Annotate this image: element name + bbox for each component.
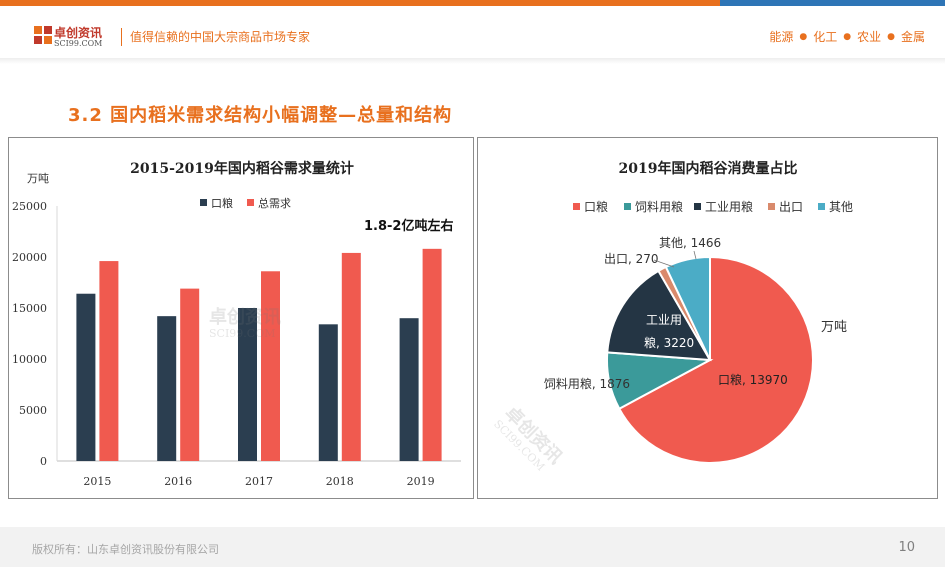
page-number: 10 xyxy=(898,540,915,555)
bar-total-2017 xyxy=(261,271,280,461)
pie-chart-panel: 2019年国内稻谷消费量占比口粮 饲料用粮 工业用粮 出口 其他口粮, 13970 饲料用… xyxy=(477,137,938,499)
legend-swatch-kouliang xyxy=(200,199,207,206)
legend-label-siliao: 饲料用粮 xyxy=(635,199,683,214)
legend-label-kouliang: 口粮 xyxy=(211,196,233,210)
chart-title: 2015-2019年国内稻谷需求量统计 xyxy=(130,160,354,177)
copyright-text: 版权所有：山东卓创资讯股份有限公司 xyxy=(32,543,219,556)
y-tick-label: 15000 xyxy=(12,302,47,315)
legend-swatch-qita xyxy=(818,203,825,210)
nav-item-metals[interactable]: 金属 xyxy=(900,30,925,44)
legend-label-total: 总需求 xyxy=(258,196,291,210)
leader-line-qita xyxy=(693,250,697,260)
x-tick-label: 2017 xyxy=(245,475,273,488)
pie-slice-gongye xyxy=(606,269,712,362)
chart-annotation: 1.8-2亿吨左右 xyxy=(364,218,453,234)
slogan: 值得信赖的中国大宗商品市场专家 xyxy=(130,30,311,44)
top-accent-bar-orange xyxy=(0,0,720,6)
legend-label-qita: 其他 xyxy=(829,200,853,214)
legend-swatch-kouliang xyxy=(573,203,580,210)
data-label-gongye-line2: 粮, 3220 xyxy=(644,335,694,350)
data-label-kouliang: 口粮, 13970 xyxy=(718,372,788,387)
bar-kouliang-2015 xyxy=(76,293,96,461)
nav-separator-dot: ● xyxy=(887,31,895,42)
bar-total-2015 xyxy=(99,261,119,461)
y-tick-label: 5000 xyxy=(19,404,47,417)
legend-label-kouliang: 口粮 xyxy=(584,199,608,214)
y-tick-label: 10000 xyxy=(12,353,47,366)
x-tick-label: 2018 xyxy=(326,475,354,488)
bar-total-2018 xyxy=(341,252,361,461)
legend-swatch-chukou xyxy=(768,203,775,210)
legend-swatch-gongye xyxy=(694,203,701,210)
chart-title: 2019年国内稻谷消费量占比 xyxy=(619,160,798,177)
unit-label: 万吨 xyxy=(821,320,847,335)
x-tick-label: 2015 xyxy=(83,475,111,488)
header-shadow xyxy=(0,58,945,64)
header: 卓创资讯 SCI99.COM 值得信赖的中国大宗商品市场专家 能源 ● 化工 ●… xyxy=(0,6,945,62)
nav-separator-dot: ● xyxy=(843,31,852,42)
leader-line-chukou xyxy=(653,259,675,268)
top-accent-bar-blue xyxy=(720,0,945,6)
data-label-siliao: 饲料用粮, 1876 xyxy=(544,376,630,391)
nav-separator-dot: ● xyxy=(799,31,808,42)
nav-item-energy[interactable]: 能源 xyxy=(769,30,794,44)
y-tick-label: 25000 xyxy=(12,200,47,213)
bar-total-2019 xyxy=(422,248,442,461)
header-divider xyxy=(121,28,122,46)
x-tick-label: 2016 xyxy=(164,475,192,488)
y-tick-label: 20000 xyxy=(12,251,47,264)
bar-total-2016 xyxy=(180,288,200,461)
footer: 版权所有：山东卓创资讯股份有限公司 10 xyxy=(0,527,945,567)
watermark-text-en: SCI99.COM xyxy=(209,327,276,340)
bar-kouliang-2018 xyxy=(318,324,338,461)
x-tick-label: 2019 xyxy=(407,475,435,488)
y-tick-label: 0 xyxy=(40,455,47,468)
y-axis-unit-label: 万吨 xyxy=(27,172,49,185)
data-label-qita: 其他, 1466 xyxy=(659,236,721,250)
pie-slice-kouliang xyxy=(617,255,814,464)
legend-swatch-total xyxy=(247,199,254,206)
category-nav: 能源 ● 化工 ● 农业 ● 金属 xyxy=(769,28,925,45)
legend-swatch-siliao xyxy=(624,203,631,210)
data-label-chukou: 出口, 270 xyxy=(604,252,659,266)
section-title: 3.2 国内稻米需求结构小幅调整—总量和结构 xyxy=(68,105,453,126)
pie-slice-qita xyxy=(664,255,711,361)
watermark-text: 卓创资讯 xyxy=(209,306,281,328)
nav-item-agriculture[interactable]: 农业 xyxy=(857,30,882,44)
legend-label-chukou: 出口 xyxy=(779,200,803,214)
nav-item-chemicals[interactable]: 化工 xyxy=(813,30,838,44)
legend-label-gongye: 工业用粮 xyxy=(705,199,753,214)
bar-kouliang-2016 xyxy=(157,316,177,461)
logo-icon xyxy=(34,26,52,44)
logo-text-en: SCI99.COM xyxy=(54,39,103,48)
bar-chart-panel: 2015-2019年国内稻谷需求量统计万吨 0 5000 10000 15000 2000… xyxy=(8,137,474,499)
logo[interactable]: 卓创资讯 SCI99.COM xyxy=(34,24,120,50)
logo-text-cn: 卓创资讯 xyxy=(54,26,103,40)
bar-kouliang-2019 xyxy=(399,318,419,461)
bar-kouliang-2017 xyxy=(238,308,257,461)
data-label-gongye-line1: 工业用 xyxy=(646,313,682,327)
